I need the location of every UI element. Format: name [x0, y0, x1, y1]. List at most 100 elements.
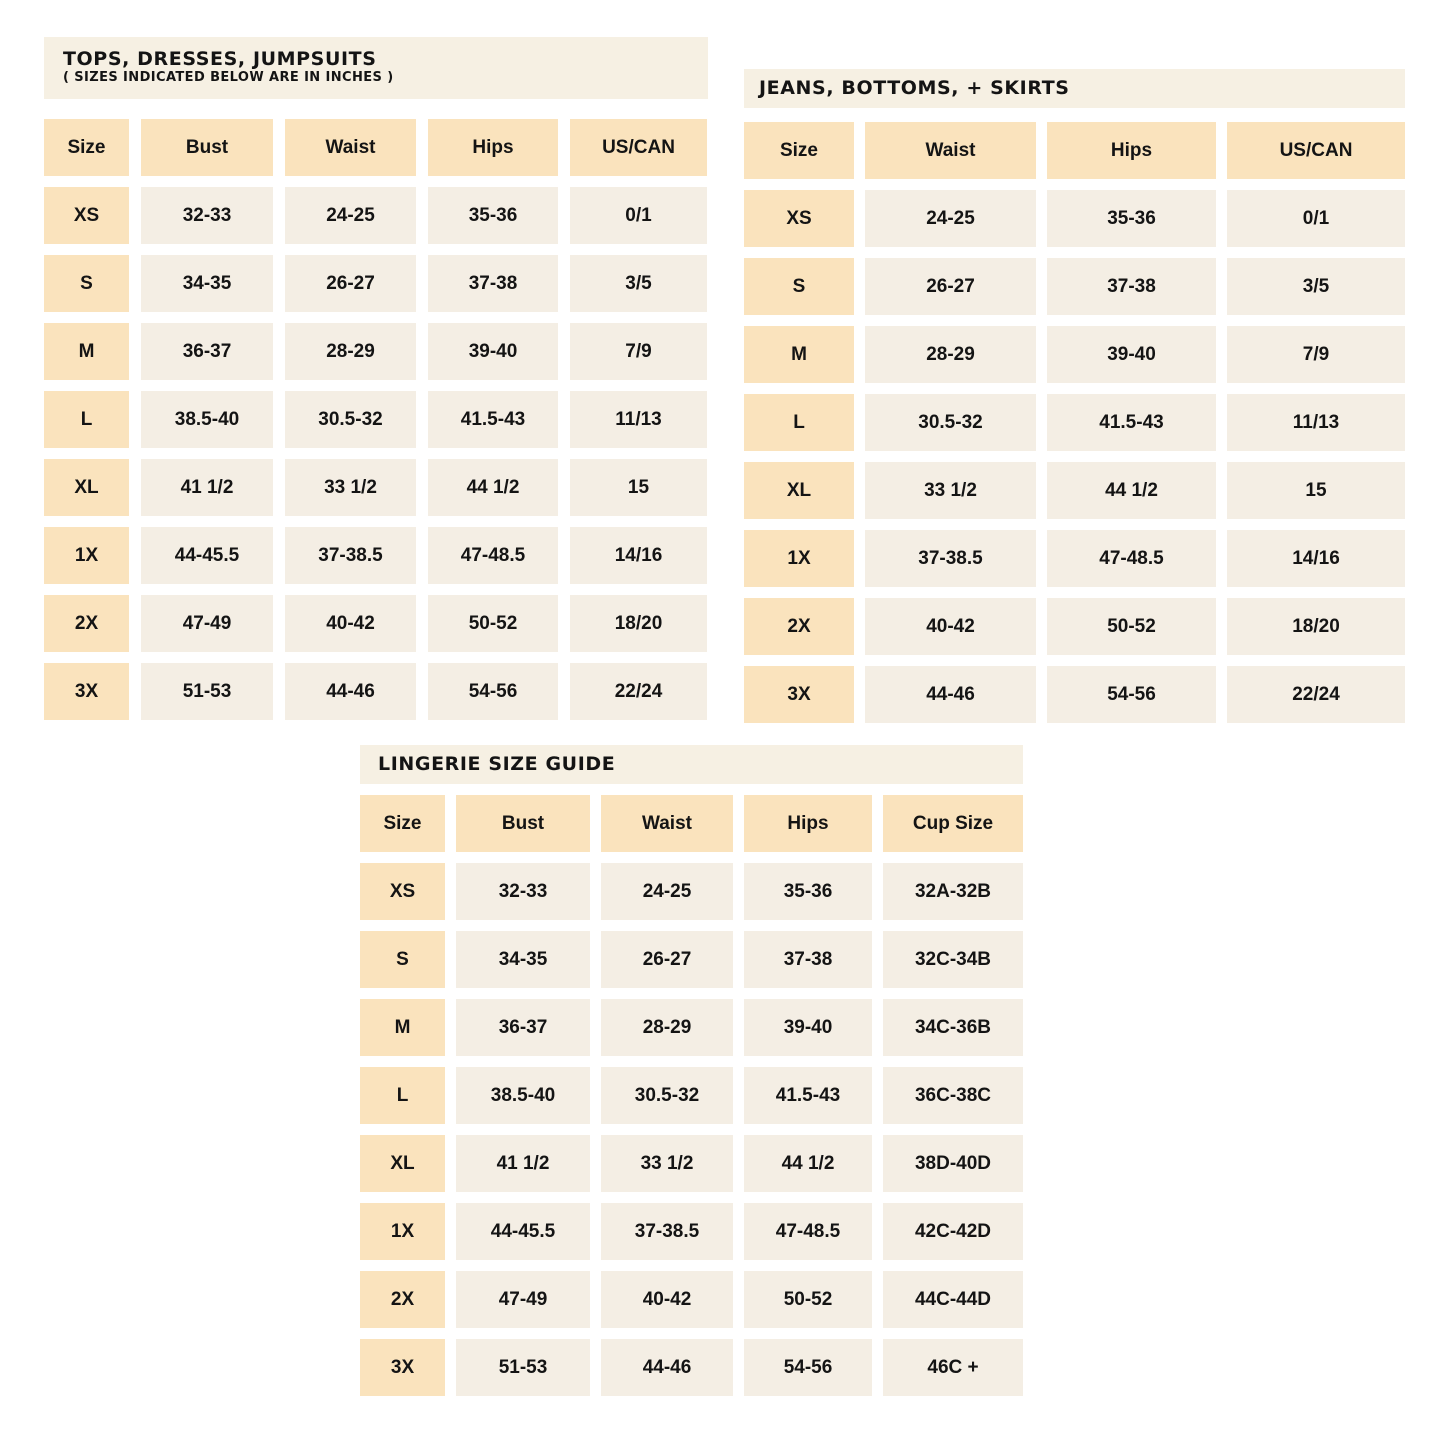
data-cell-m-hips: 39-40 — [744, 999, 872, 1056]
column-header-size: Size — [744, 122, 854, 179]
data-cell-1x-us-can: 14/16 — [1227, 530, 1405, 587]
data-cell-3x-waist: 44-46 — [285, 663, 416, 720]
row-size-label-3x: 3X — [744, 666, 854, 723]
lingerie-title-banner: LINGERIE SIZE GUIDE — [360, 745, 1023, 784]
row-size-label-2x: 2X — [360, 1271, 445, 1328]
data-cell-s-waist: 26-27 — [865, 258, 1036, 315]
column-header-bust: Bust — [456, 795, 590, 852]
data-cell-1x-waist: 37-38.5 — [285, 527, 416, 584]
data-cell-m-us-can: 7/9 — [570, 323, 707, 380]
data-cell-2x-us-can: 18/20 — [1227, 598, 1405, 655]
row-size-label-s: S — [744, 258, 854, 315]
data-cell-xl-us-can: 15 — [570, 459, 707, 516]
data-cell-l-cup-size: 36C-38C — [883, 1067, 1023, 1124]
data-cell-3x-us-can: 22/24 — [570, 663, 707, 720]
data-cell-m-hips: 39-40 — [428, 323, 558, 380]
data-cell-3x-hips: 54-56 — [1047, 666, 1216, 723]
data-cell-2x-bust: 47-49 — [141, 595, 273, 652]
data-cell-xs-hips: 35-36 — [744, 863, 872, 920]
jeans-grid: Size Waist Hips US/CAN XS 24-25 35-36 0/1 S 26-27… — [744, 122, 1405, 723]
data-cell-xs-bust: 32-33 — [456, 863, 590, 920]
data-cell-s-cup-size: 32C-34B — [883, 931, 1023, 988]
jeans-title: JEANS, BOTTOMS, + SKIRTS — [759, 76, 1070, 99]
row-size-label-1x: 1X — [360, 1203, 445, 1260]
data-cell-m-us-can: 7/9 — [1227, 326, 1405, 383]
data-cell-3x-waist: 44-46 — [601, 1339, 733, 1396]
column-header-waist: Waist — [285, 119, 416, 176]
data-cell-l-waist: 30.5-32 — [285, 391, 416, 448]
data-cell-m-bust: 36-37 — [456, 999, 590, 1056]
data-cell-3x-hips: 54-56 — [428, 663, 558, 720]
tops-subtitle: ( SIZES INDICATED BELOW ARE IN INCHES ) — [63, 70, 394, 86]
data-cell-1x-bust: 44-45.5 — [141, 527, 273, 584]
data-cell-xl-hips: 44 1/2 — [744, 1135, 872, 1192]
row-size-label-m: M — [744, 326, 854, 383]
data-cell-2x-us-can: 18/20 — [570, 595, 707, 652]
data-cell-xl-hips: 44 1/2 — [1047, 462, 1216, 519]
data-cell-xl-waist: 33 1/2 — [601, 1135, 733, 1192]
row-size-label-xl: XL — [44, 459, 129, 516]
row-size-label-l: L — [44, 391, 129, 448]
column-header-us-can: US/CAN — [1227, 122, 1405, 179]
data-cell-xl-cup-size: 38D-40D — [883, 1135, 1023, 1192]
data-cell-3x-bust: 51-53 — [141, 663, 273, 720]
data-cell-3x-us-can: 22/24 — [1227, 666, 1405, 723]
data-cell-m-hips: 39-40 — [1047, 326, 1216, 383]
data-cell-s-hips: 37-38 — [744, 931, 872, 988]
data-cell-xs-us-can: 0/1 — [570, 187, 707, 244]
data-cell-3x-cup-size: 46C + — [883, 1339, 1023, 1396]
data-cell-xs-cup-size: 32A-32B — [883, 863, 1023, 920]
column-header-bust: Bust — [141, 119, 273, 176]
data-cell-s-hips: 37-38 — [1047, 258, 1216, 315]
tops-title-banner: TOPS, DRESSES, JUMPSUITS ( SIZES INDICAT… — [44, 37, 708, 99]
data-cell-xs-waist: 24-25 — [285, 187, 416, 244]
data-cell-l-bust: 38.5-40 — [456, 1067, 590, 1124]
row-size-label-xl: XL — [360, 1135, 445, 1192]
row-size-label-s: S — [44, 255, 129, 312]
data-cell-s-hips: 37-38 — [428, 255, 558, 312]
row-size-label-l: L — [744, 394, 854, 451]
data-cell-2x-hips: 50-52 — [428, 595, 558, 652]
data-cell-1x-cup-size: 42C-42D — [883, 1203, 1023, 1260]
row-size-label-1x: 1X — [744, 530, 854, 587]
row-size-label-xs: XS — [744, 190, 854, 247]
row-size-label-m: M — [44, 323, 129, 380]
data-cell-xl-bust: 41 1/2 — [456, 1135, 590, 1192]
data-cell-l-hips: 41.5-43 — [428, 391, 558, 448]
data-cell-xs-hips: 35-36 — [428, 187, 558, 244]
data-cell-l-hips: 41.5-43 — [744, 1067, 872, 1124]
data-cell-1x-hips: 47-48.5 — [428, 527, 558, 584]
data-cell-xl-waist: 33 1/2 — [865, 462, 1036, 519]
data-cell-2x-waist: 40-42 — [601, 1271, 733, 1328]
jeans-bottoms-skirts-table: JEANS, BOTTOMS, + SKIRTS Size Waist Hips US… — [744, 69, 1405, 723]
lingerie-title: LINGERIE SIZE GUIDE — [378, 752, 616, 775]
data-cell-s-bust: 34-35 — [456, 931, 590, 988]
data-cell-1x-bust: 44-45.5 — [456, 1203, 590, 1260]
data-cell-xl-waist: 33 1/2 — [285, 459, 416, 516]
row-size-label-xs: XS — [44, 187, 129, 244]
data-cell-1x-us-can: 14/16 — [570, 527, 707, 584]
row-size-label-1x: 1X — [44, 527, 129, 584]
data-cell-l-us-can: 11/13 — [570, 391, 707, 448]
jeans-title-banner: JEANS, BOTTOMS, + SKIRTS — [744, 69, 1405, 108]
data-cell-m-waist: 28-29 — [601, 999, 733, 1056]
column-header-hips: Hips — [428, 119, 558, 176]
row-size-label-xs: XS — [360, 863, 445, 920]
column-header-us-can: US/CAN — [570, 119, 707, 176]
tops-grid: Size Bust Waist Hips US/CAN XS 32-33 24-25 35-36… — [44, 119, 708, 720]
lingerie-size-guide-table: LINGERIE SIZE GUIDE Size Bust Waist Hips Cup… — [360, 745, 1023, 1396]
data-cell-2x-hips: 50-52 — [1047, 598, 1216, 655]
row-size-label-s: S — [360, 931, 445, 988]
row-size-label-xl: XL — [744, 462, 854, 519]
data-cell-3x-hips: 54-56 — [744, 1339, 872, 1396]
data-cell-s-waist: 26-27 — [601, 931, 733, 988]
data-cell-m-waist: 28-29 — [865, 326, 1036, 383]
row-size-label-3x: 3X — [360, 1339, 445, 1396]
lingerie-grid: Size Bust Waist Hips Cup Size XS 32-33 24-25 35-… — [360, 795, 1023, 1396]
data-cell-2x-bust: 47-49 — [456, 1271, 590, 1328]
data-cell-l-waist: 30.5-32 — [601, 1067, 733, 1124]
data-cell-l-us-can: 11/13 — [1227, 394, 1405, 451]
data-cell-s-bust: 34-35 — [141, 255, 273, 312]
column-header-hips: Hips — [744, 795, 872, 852]
data-cell-2x-waist: 40-42 — [865, 598, 1036, 655]
